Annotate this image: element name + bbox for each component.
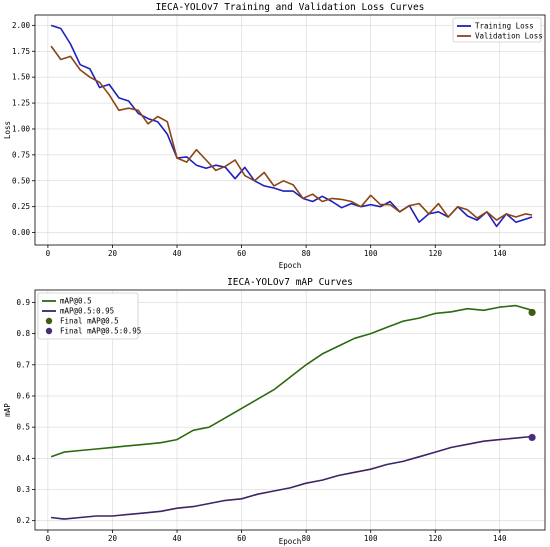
- map-xtick-label: 80: [302, 534, 312, 543]
- map-xtick-label: 120: [428, 534, 442, 543]
- map-legend-label-final-map-0-5: Final mAP@0.5: [60, 317, 119, 326]
- loss-line-training-loss: [50, 24, 533, 228]
- loss-ytick-label: 0.50: [12, 176, 31, 185]
- map-ytick-label: 0.8: [16, 329, 30, 338]
- map-legend-marker-final-map-0-5: [45, 317, 53, 325]
- loss-ytick-label: 1.25: [12, 99, 30, 108]
- loss-line-validation-loss: [50, 45, 533, 221]
- loss-chart-title: IECA-YOLOv7 Training and Validation Loss…: [156, 2, 425, 13]
- loss-series-lines: [50, 24, 533, 228]
- loss-ytick-label: 1.75: [12, 47, 30, 56]
- map-xtick-label: 100: [364, 534, 378, 543]
- loss-xtick-label: 60: [237, 249, 247, 258]
- map-point-final-map-0-5: [528, 308, 536, 317]
- map-xtick-label: 20: [108, 534, 118, 543]
- loss-ytick-label: 0.00: [12, 228, 31, 237]
- loss-ytick-label: 1.00: [12, 124, 31, 133]
- map-plot-frame: [34, 289, 546, 531]
- loss-tick-labels: 0 20 40 60 80 100 120 140 0.00 0.25 0.50 0.75 1.00 1.…: [12, 21, 507, 258]
- map-legend-label-map-0-5: mAP@0.5: [60, 297, 92, 306]
- map-legend-marker-final-map-0-5-0-95: [45, 327, 53, 335]
- loss-legend-label-training-loss: Training Loss: [475, 22, 534, 31]
- loss-xtick-label: 140: [493, 249, 507, 258]
- loss-ytick-label: 0.75: [12, 150, 30, 159]
- loss-ytick-label: 2.00: [12, 21, 31, 30]
- map-chart: IECA-YOLOv7 mAP Curves 0 20 40 60 80 100 120 14…: [3, 277, 546, 546]
- loss-plot-frame: [34, 14, 546, 246]
- map-ytick-label: 0.3: [16, 485, 30, 494]
- map-chart-title: IECA-YOLOv7 mAP Curves: [227, 277, 353, 288]
- map-ytick-label: 0.6: [16, 391, 30, 400]
- map-ylabel: mAP: [3, 403, 12, 417]
- loss-ytick-label: 0.25: [12, 202, 30, 211]
- map-xtick-label: 140: [493, 534, 507, 543]
- map-xtick-label: 40: [173, 534, 183, 543]
- loss-xtick-label: 100: [364, 249, 378, 258]
- loss-ytick-label: 1.50: [12, 73, 31, 82]
- loss-xtick-label: 80: [302, 249, 312, 258]
- loss-xtick-label: 40: [173, 249, 183, 258]
- map-xlabel: Epoch: [279, 537, 302, 546]
- map-line-map-0-5-0-95: [51, 435, 533, 520]
- loss-xtick-label: 20: [108, 249, 118, 258]
- map-ytick-label: 0.5: [16, 423, 30, 432]
- map-series-lines: [50, 304, 536, 520]
- map-legend-label-map-0-5-0-95: mAP@0.5:0.95: [60, 307, 114, 316]
- map-ytick-label: 0.7: [16, 360, 30, 369]
- loss-chart: IECA-YOLOv7 Training and Validation Loss…: [3, 2, 546, 270]
- loss-xtick-label: 0: [46, 249, 51, 258]
- map-xtick-label: 60: [237, 534, 247, 543]
- map-ytick-label: 0.4: [16, 454, 30, 463]
- loss-legend-label-validation-loss: Validation Loss: [475, 32, 543, 41]
- loss-ylabel: Loss: [3, 121, 12, 139]
- loss-xtick-label: 120: [428, 249, 442, 258]
- loss-xlabel: Epoch: [279, 261, 302, 270]
- map-point-final-map-0-5-0-95: [528, 433, 536, 442]
- map-xtick-label: 0: [46, 534, 51, 543]
- map-ytick-label: 0.2: [16, 516, 30, 525]
- map-line-map-0-5: [50, 304, 533, 458]
- map-legend-label-final-map-0-5-0-95: Final mAP@0.5:0.95: [60, 327, 141, 336]
- map-ytick-label: 0.9: [16, 298, 30, 307]
- loss-legend-box: [452, 17, 542, 43]
- map-legend-box: [37, 292, 139, 340]
- map-tick-labels: 0 20 40 60 80 100 120 140 0.2 0.3 0.4 0.5 0.6 0.7 0.8 0…: [16, 298, 507, 543]
